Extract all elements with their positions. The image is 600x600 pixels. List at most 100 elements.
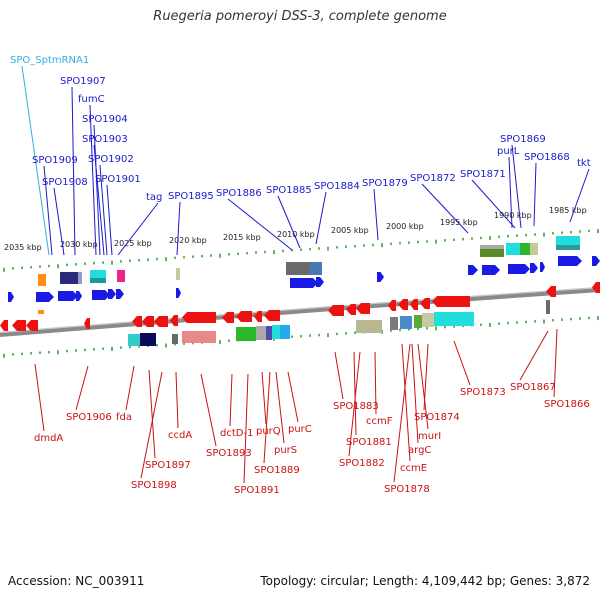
reverse-leader-line bbox=[125, 365, 135, 411]
forward-gene-arrow bbox=[58, 291, 78, 301]
reverse-gene-arrow bbox=[182, 312, 216, 323]
reverse-gene-label: SPO1883 bbox=[333, 401, 379, 412]
forward-gene-label: SPO1901 bbox=[95, 174, 141, 185]
forward-leader-line bbox=[533, 162, 537, 227]
reverse-gene-arrow bbox=[592, 282, 600, 293]
reverse-leader-line bbox=[200, 373, 217, 447]
forward-gene-label: tag bbox=[146, 192, 162, 203]
reverse-leader-line bbox=[411, 343, 419, 444]
reverse-feature-block bbox=[390, 317, 398, 330]
forward-leader-line bbox=[569, 168, 590, 223]
reverse-feature-block bbox=[256, 326, 266, 340]
reverse-leader-line bbox=[75, 365, 89, 411]
forward-feature-block bbox=[78, 272, 82, 284]
reverse-gene-label: SPO1898 bbox=[131, 480, 177, 491]
reverse-gene-label: SPO1906 bbox=[66, 412, 112, 423]
forward-feature-block bbox=[556, 245, 580, 250]
reverse-feature-block bbox=[236, 327, 256, 341]
forward-feature-block bbox=[506, 243, 522, 255]
reverse-feature-block bbox=[128, 334, 140, 346]
forward-gene-arrow bbox=[508, 264, 530, 274]
reverse-gene-arrow bbox=[0, 320, 8, 331]
forward-feature-block bbox=[90, 270, 106, 278]
reverse-gene-label: SPO1881 bbox=[346, 437, 392, 448]
forward-gene-label: SPO1903 bbox=[82, 134, 128, 145]
scale-label: 2020 kbp bbox=[169, 236, 207, 245]
reverse-gene-arrow bbox=[236, 311, 252, 322]
map-title: Ruegeria pomeroyi DSS-3, complete genome bbox=[153, 9, 447, 24]
forward-leader-line bbox=[471, 179, 516, 229]
reverse-leader-line bbox=[275, 371, 285, 444]
forward-leader-line bbox=[227, 198, 293, 251]
reverse-gene-label: argC bbox=[408, 445, 431, 456]
reverse-gene-label: dmdA bbox=[34, 433, 63, 444]
reverse-gene-label: purS bbox=[274, 445, 297, 456]
reverse-gene-label: ccdA bbox=[168, 430, 192, 441]
reverse-gene-label: SPO1878 bbox=[384, 484, 430, 495]
accession-label: Accession: NC_003911 bbox=[8, 574, 145, 588]
reverse-gene-label: SPO1882 bbox=[339, 458, 385, 469]
reverse-leader-line bbox=[353, 351, 357, 436]
reverse-gene-label: dctD-1 bbox=[220, 428, 253, 439]
reverse-gene-label: SPO1891 bbox=[234, 485, 280, 496]
forward-leader-line bbox=[71, 86, 76, 256]
forward-leader-line bbox=[511, 144, 522, 229]
scale-label: 1995 kbp bbox=[440, 218, 478, 227]
forward-feature-block bbox=[90, 278, 106, 283]
reverse-feature-block bbox=[546, 300, 550, 314]
genome-summary: Topology: circular; Length: 4,109,442 bp… bbox=[260, 574, 590, 588]
forward-feature-block bbox=[117, 270, 125, 282]
reverse-gene-arrow bbox=[346, 304, 356, 315]
reverse-gene-arrow bbox=[84, 318, 90, 329]
reverse-leader-line bbox=[348, 351, 361, 457]
reverse-leader-line bbox=[263, 371, 271, 464]
reverse-gene-label: ccmE bbox=[400, 463, 427, 474]
forward-gene-arrow bbox=[558, 256, 582, 266]
forward-leader-line bbox=[93, 144, 105, 256]
forward-feature-block bbox=[286, 262, 310, 275]
forward-gene-arrow bbox=[592, 256, 600, 266]
forward-feature-block bbox=[480, 249, 504, 257]
forward-gene-label: SPO1909 bbox=[32, 155, 78, 166]
forward-gene-label: SPO1908 bbox=[42, 177, 88, 188]
scale-label: 1990 kbp bbox=[494, 211, 532, 220]
forward-leader-line bbox=[373, 188, 379, 241]
forward-gene-label: SPO1868 bbox=[524, 152, 570, 163]
reverse-gene-arrow bbox=[170, 315, 178, 326]
forward-gene-label: SPO1886 bbox=[216, 188, 262, 199]
reverse-gene-label: SPO1866 bbox=[544, 399, 590, 410]
forward-gene-label: SPO1871 bbox=[460, 169, 506, 180]
reverse-feature-block bbox=[422, 313, 434, 327]
reverse-gene-arrow bbox=[154, 316, 168, 327]
forward-gene-label: fumC bbox=[78, 94, 105, 105]
reverse-feature-block bbox=[172, 334, 178, 344]
reverse-feature-block bbox=[280, 325, 290, 339]
scale-label: 2035 kbp bbox=[4, 243, 42, 252]
forward-gene-label: SPO1895 bbox=[168, 191, 214, 202]
forward-gene-arrow bbox=[76, 291, 82, 301]
reverse-gene-label: SPO1897 bbox=[145, 460, 191, 471]
forward-gene-arrow bbox=[36, 292, 54, 302]
reverse-feature-block bbox=[266, 326, 272, 340]
scale-label: 2005 kbp bbox=[331, 226, 369, 235]
reverse-gene-arrow bbox=[254, 311, 262, 322]
forward-gene-arrow bbox=[482, 265, 500, 275]
forward-feature-block bbox=[556, 236, 580, 245]
scale-label: 2010 kbp bbox=[277, 230, 315, 239]
forward-leader-line bbox=[315, 191, 327, 245]
reverse-leader-line bbox=[334, 351, 344, 400]
forward-gene-arrow bbox=[316, 277, 324, 287]
reverse-leader-line bbox=[140, 371, 163, 479]
reverse-leader-line bbox=[148, 369, 156, 459]
forward-leader-line bbox=[43, 165, 53, 256]
reverse-feature-block bbox=[400, 316, 412, 329]
reverse-gene-arrow bbox=[222, 312, 234, 323]
forward-leader-line bbox=[421, 183, 469, 234]
reverse-gene-arrow bbox=[546, 286, 556, 297]
reverse-gene-arrow bbox=[432, 296, 470, 307]
reverse-feature-block bbox=[414, 315, 422, 328]
genome-backbone-highlight bbox=[0, 286, 600, 334]
forward-leader-line bbox=[93, 124, 101, 256]
forward-leader-line bbox=[99, 164, 108, 256]
